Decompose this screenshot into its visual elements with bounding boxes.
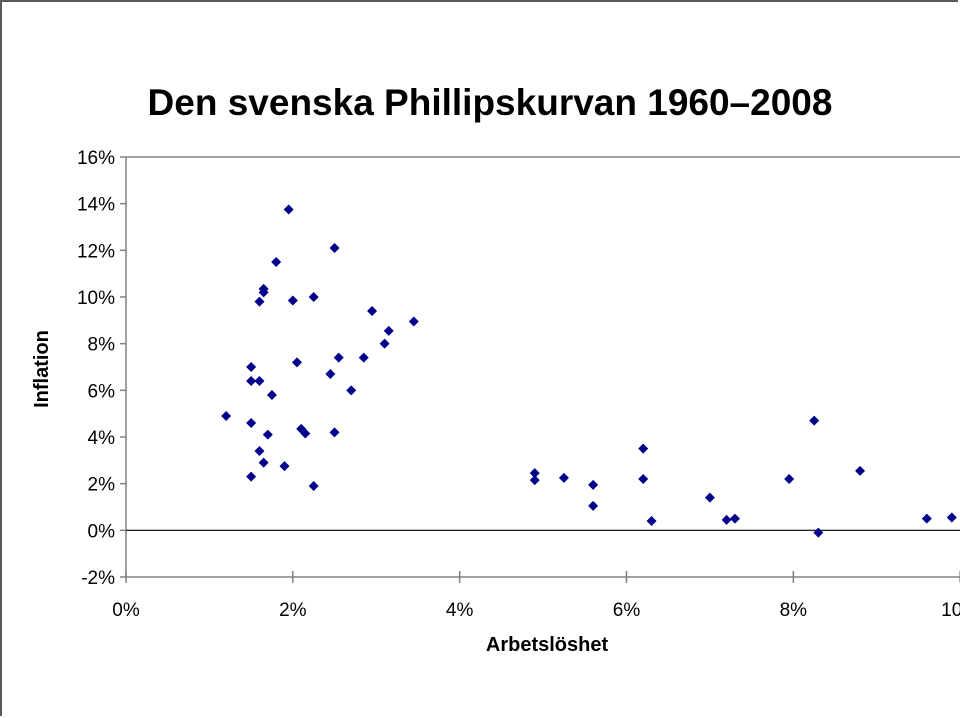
data-point <box>262 429 273 440</box>
data-point <box>704 492 715 503</box>
data-point <box>588 479 599 490</box>
data-point <box>529 475 540 486</box>
y-axis-label: Inflation <box>31 330 53 408</box>
data-point <box>638 474 649 484</box>
x-tick-label: 2% <box>279 600 307 621</box>
data-point <box>246 418 257 428</box>
data-point <box>367 306 378 316</box>
data-point <box>266 390 277 400</box>
data-point <box>283 204 294 215</box>
y-tick-label: 14% <box>77 195 115 216</box>
y-tick-label: 16% <box>77 148 115 169</box>
data-point <box>287 295 298 306</box>
data-point <box>258 283 269 294</box>
x-tick-label: 0% <box>112 600 140 621</box>
data-point <box>325 369 336 379</box>
data-point <box>254 296 265 307</box>
data-point <box>346 385 357 396</box>
data-point <box>379 338 390 349</box>
data-point <box>246 362 257 372</box>
x-tick-label: 8% <box>780 600 808 621</box>
data-point <box>258 457 269 468</box>
data-point <box>254 376 265 386</box>
y-tick-label: 10% <box>77 288 115 309</box>
data-point <box>646 516 657 526</box>
chart-title: Den svenska Phillipskurvan 1960–2008 <box>147 82 833 123</box>
y-tick-label: 6% <box>88 381 116 402</box>
data-point <box>809 415 820 426</box>
data-point <box>221 411 232 421</box>
x-tick-label: 6% <box>613 600 641 621</box>
data-point <box>308 481 319 491</box>
data-point <box>408 316 419 327</box>
y-tick-label: -2% <box>81 568 115 589</box>
data-point <box>721 514 732 525</box>
x-tick-label: 4% <box>446 600 474 621</box>
x-tick-label: 10% <box>941 600 960 621</box>
y-tick-label: 0% <box>88 521 116 542</box>
data-point <box>358 352 369 363</box>
data-point <box>529 468 540 479</box>
data-point <box>246 471 257 482</box>
data-point <box>292 357 303 368</box>
data-point <box>279 461 290 472</box>
data-point <box>784 474 795 484</box>
data-point <box>308 292 319 302</box>
data-point <box>638 443 649 454</box>
data-point <box>254 446 265 456</box>
data-point <box>558 472 569 483</box>
data-point <box>329 243 340 253</box>
y-tick-label: 8% <box>88 335 116 356</box>
data-point <box>300 428 311 439</box>
data-point <box>271 257 282 267</box>
data-point <box>921 513 932 524</box>
data-point <box>383 325 394 336</box>
data-point <box>855 465 866 476</box>
y-tick-label: 4% <box>88 428 116 449</box>
data-point <box>333 352 344 363</box>
data-point <box>329 427 340 438</box>
x-axis-label: Arbetslöshet <box>486 634 609 656</box>
y-tick-label: 12% <box>77 241 115 262</box>
data-point <box>813 527 824 538</box>
y-tick-label: 2% <box>88 475 116 496</box>
data-point <box>946 512 957 523</box>
data-point <box>588 500 599 511</box>
data-point <box>246 376 257 386</box>
data-point <box>729 513 740 524</box>
